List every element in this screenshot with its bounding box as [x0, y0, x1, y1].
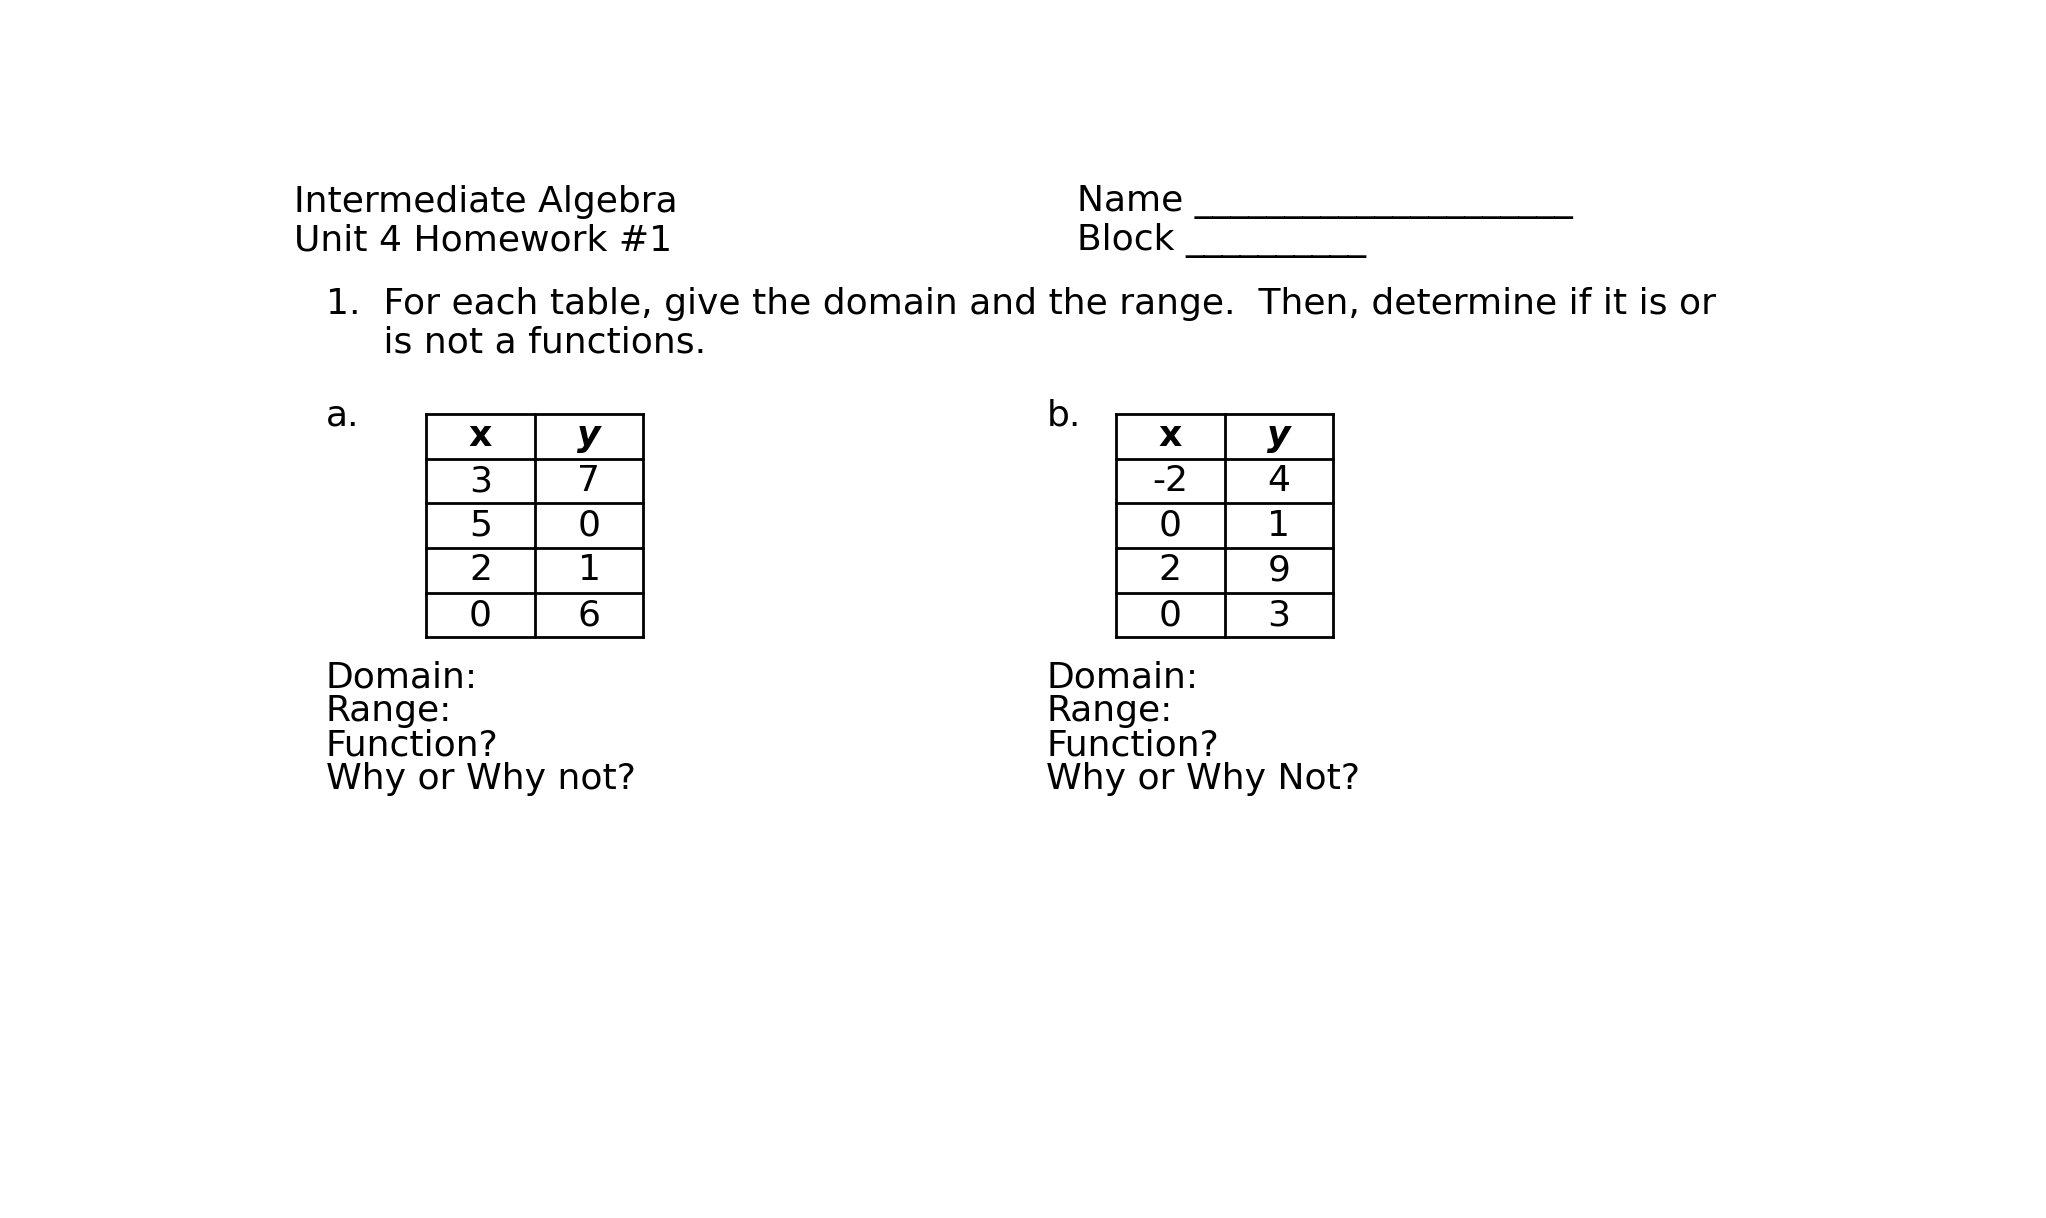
Text: 0: 0 — [1158, 598, 1183, 632]
Text: 0: 0 — [1158, 509, 1183, 543]
Text: 1: 1 — [1266, 509, 1291, 543]
Text: 1: 1 — [577, 553, 599, 587]
Text: Domain:: Domain: — [1046, 660, 1199, 694]
Text: Intermediate Algebra: Intermediate Algebra — [295, 185, 677, 219]
Text: 7: 7 — [577, 464, 599, 498]
Text: Range:: Range: — [325, 694, 452, 728]
Text: y: y — [1266, 419, 1291, 453]
Text: 4: 4 — [1266, 464, 1291, 498]
Text: a.: a. — [325, 398, 358, 432]
Text: b.: b. — [1046, 398, 1080, 432]
Text: Unit 4 Homework #1: Unit 4 Homework #1 — [295, 223, 673, 257]
Text: 0: 0 — [469, 598, 491, 632]
Text: y: y — [577, 419, 602, 453]
Text: 2: 2 — [469, 553, 491, 587]
Text: Domain:: Domain: — [325, 660, 477, 694]
Text: -2: -2 — [1152, 464, 1189, 498]
Text: 6: 6 — [577, 598, 599, 632]
Text: Function?: Function? — [325, 728, 499, 762]
Text: is not a functions.: is not a functions. — [325, 325, 706, 359]
Text: 3: 3 — [469, 464, 491, 498]
Text: Why or Why not?: Why or Why not? — [325, 762, 636, 797]
Text: 3: 3 — [1266, 598, 1291, 632]
Text: 2: 2 — [1158, 553, 1183, 587]
Text: 5: 5 — [469, 509, 491, 543]
Text: 1.  For each table, give the domain and the range.  Then, determine if it is or: 1. For each table, give the domain and t… — [325, 287, 1715, 322]
Text: 0: 0 — [577, 509, 599, 543]
Text: Name _____________________: Name _____________________ — [1078, 185, 1573, 219]
Text: Function?: Function? — [1046, 728, 1219, 762]
Text: Range:: Range: — [1046, 694, 1172, 728]
Text: x: x — [1158, 419, 1183, 453]
Text: Block __________: Block __________ — [1078, 223, 1367, 258]
Text: Why or Why Not?: Why or Why Not? — [1046, 762, 1361, 797]
Text: x: x — [469, 419, 493, 453]
Text: 9: 9 — [1266, 553, 1291, 587]
